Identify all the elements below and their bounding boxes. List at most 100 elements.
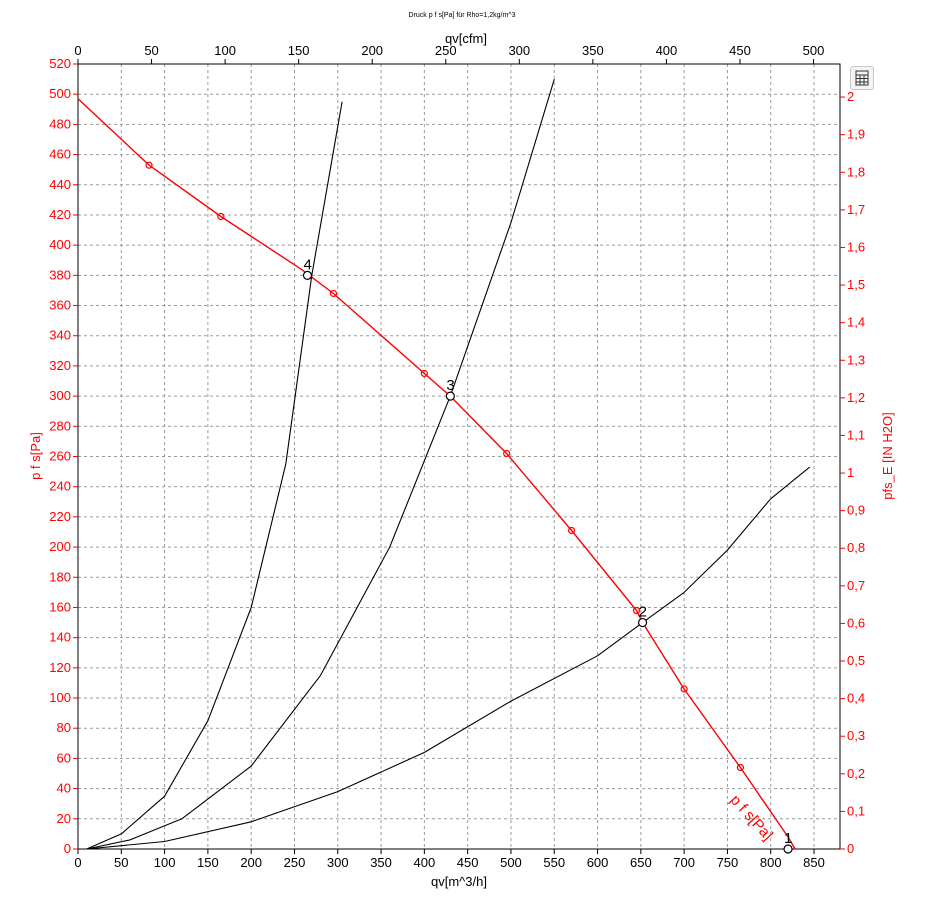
curve-annotation: p f s[Pa] [727,792,776,844]
x2-tick-label: 200 [361,43,383,58]
y-axis-label: p f s[Pa] [28,432,43,480]
x-tick-label: 850 [803,855,825,870]
series-group [77,78,811,850]
x2-tick-label: 300 [508,43,530,58]
y-tick-label: 180 [49,569,71,584]
system-curve-line-2 [86,78,555,850]
x-tick-label: 150 [197,855,219,870]
x2-tick-label: 250 [435,43,457,58]
operating-point-label: 2 [639,604,647,621]
y-tick-label: 220 [49,509,71,524]
operating-point-marker [637,617,648,628]
y-tick-label: 520 [49,56,71,71]
y2-tick-label: 2 [847,89,854,104]
y2-tick-label: 0,3 [847,728,865,743]
x-tick-label: 400 [414,855,436,870]
fan-curve-marker [567,526,576,535]
operating-point-marker [445,391,455,401]
y-tick-label: 460 [49,147,71,162]
system-curve-line-1 [86,101,343,850]
table-view-button[interactable] [850,66,874,90]
y-tick-label: 200 [49,539,71,554]
operating-point-marker [783,844,793,854]
y2-tick-label: 1,1 [847,427,865,442]
y2-tick-label: 1,8 [847,164,865,179]
y-tick-label: 480 [49,116,71,131]
table-icon [855,70,869,86]
x2-tick-label: 400 [656,43,678,58]
x-tick-label: 300 [327,855,349,870]
y-tick-label: 40 [57,781,71,796]
chart-title: Druck p f s[Pa] für Rho=1,2kg/m^3 [409,12,516,19]
y-tick-label: 280 [49,418,71,433]
y-tick-label: 100 [49,690,71,705]
y-tick-label: 80 [57,720,71,735]
y2-tick-label: 0,7 [847,578,865,593]
fan-curve-marker [680,685,688,693]
operating-points: 1 2 3 4 [302,256,793,854]
y2-tick-label: 0,6 [847,615,865,630]
y2-tick-label: 1,5 [847,277,865,292]
fan-curve-marker [217,212,225,221]
x-tick-label: 550 [543,855,565,870]
y-tick-label: 160 [49,599,71,614]
y-tick-label: 0 [64,841,71,856]
operating-point-label: 3 [446,377,454,394]
x-tick-label: 350 [370,855,392,870]
y2-tick-label: 1,7 [847,202,865,217]
y2-tick-label: 0,2 [847,766,865,781]
y-tick-label: 380 [49,267,71,282]
x-tick-label: 750 [717,855,739,870]
x2-tick-label: 350 [582,43,604,58]
grid-lines [78,64,840,849]
fan-curve-line [77,98,796,850]
system-curve-line-3 [86,466,811,850]
x2-tick-label: 50 [144,43,158,58]
x2-tick-label: 500 [803,43,825,58]
x2-tick-label: 0 [74,43,81,58]
x2-tick-label: 450 [729,43,751,58]
x2-tick-label: 150 [288,43,310,58]
y2-tick-label: 1,6 [847,239,865,254]
y-tick-label: 240 [49,479,71,494]
y-tick-label: 140 [49,630,71,645]
x2-tick-label: 100 [214,43,236,58]
y-tick-label: 60 [57,750,71,765]
y-tick-label: 360 [49,298,71,313]
y-tick-label: 340 [49,328,71,343]
operating-point-label: 4 [303,256,311,273]
y2-tick-label: 0,5 [847,653,865,668]
x-tick-label: 450 [457,855,479,870]
x-tick-label: 500 [500,855,522,870]
y-tick-label: 260 [49,449,71,464]
x-tick-label: 200 [240,855,262,870]
x-tick-label: 0 [74,855,81,870]
y-tick-label: 400 [49,237,71,252]
operating-point-label: 1 [784,830,792,847]
fan-curve-marker [736,763,745,772]
operating-point-marker [302,270,313,280]
x-tick-label: 600 [587,855,609,870]
y2-tick-label: 1,3 [847,352,865,367]
y-tick-label: 440 [49,177,71,192]
y-tick-label: 20 [57,811,71,826]
y2-tick-label: 0,1 [847,803,865,818]
x-tick-label: 800 [760,855,782,870]
y2-tick-label: 0 [847,841,854,856]
x-axis-label: qv[m^3/h] [431,874,487,889]
fan-curve-marker [329,289,338,298]
x2-axis-label: qv[cfm] [445,31,487,46]
y2-tick-label: 1,9 [847,127,865,142]
y2-axis-label: pfs_E [IN H2O] [880,412,895,499]
x-tick-label: 650 [630,855,652,870]
y-tick-label: 320 [49,358,71,373]
y-tick-label: 500 [49,86,71,101]
fan-curve-marker [145,161,153,169]
y2-tick-label: 1,2 [847,390,865,405]
fan-curve-marker [420,369,428,378]
y2-tick-label: 0,8 [847,540,865,555]
fan-curve-marker [632,606,641,615]
x-tick-label: 250 [284,855,306,870]
y-tick-label: 120 [49,660,71,675]
